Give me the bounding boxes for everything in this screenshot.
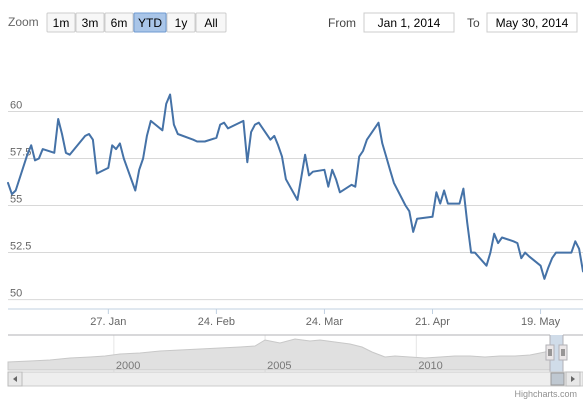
to-date-input[interactable]: May 30, 2014 <box>486 12 578 33</box>
navigator-handle-right[interactable] <box>558 344 568 361</box>
x-tick-label: 21. Apr <box>415 316 450 328</box>
to-date-value: May 30, 2014 <box>496 16 569 30</box>
scrollbar-track[interactable] <box>7 371 583 387</box>
from-date-input[interactable]: Jan 1, 2014 <box>363 12 455 33</box>
x-tick-label: 19. May <box>521 316 561 328</box>
range-button-label: 6m <box>111 16 128 30</box>
from-date-value: Jan 1, 2014 <box>378 16 441 30</box>
scrollbar-thumb[interactable] <box>550 372 565 386</box>
to-label: To <box>467 16 480 30</box>
from-label: From <box>328 16 356 30</box>
range-selector: Zoom 1m 3m 6m YTD 1y All From Jan 1, 2 <box>8 12 578 33</box>
x-axis-labels: 27. Jan 24. Feb 24. Mar 21. Apr 19. May <box>90 316 560 328</box>
navigator-tick-label: 2010 <box>418 360 442 372</box>
scroll-left-button[interactable] <box>7 371 23 387</box>
range-button-3m[interactable]: 3m <box>75 12 105 33</box>
arrow-right-icon <box>571 376 575 382</box>
range-button-all[interactable]: All <box>195 12 227 33</box>
range-button-1y[interactable]: 1y <box>166 12 196 33</box>
navigator-tick-label: 2005 <box>267 360 291 372</box>
zoom-label: Zoom <box>8 15 39 29</box>
navigator-series-area <box>7 338 551 371</box>
scrollbar <box>7 371 583 387</box>
range-button-label: 1y <box>175 16 188 30</box>
range-button-ytd[interactable]: YTD <box>133 12 167 33</box>
range-button-label: 1m <box>53 16 70 30</box>
y-tick-label: 60 <box>10 99 22 111</box>
x-tick-label: 24. Feb <box>198 316 235 328</box>
arrow-left-icon <box>13 376 17 382</box>
navigator-tick-label: 2000 <box>116 360 140 372</box>
navigator-selection[interactable] <box>550 335 563 372</box>
credits-text[interactable]: Highcharts.com <box>514 389 577 399</box>
y-tick-label: 52.5 <box>10 241 31 253</box>
range-button-label: All <box>204 16 217 30</box>
scroll-right-button[interactable] <box>565 371 581 387</box>
x-axis-ticks <box>107 309 542 314</box>
navigator: 2000 2005 2010 <box>7 334 583 372</box>
x-tick-label: 27. Jan <box>90 316 126 328</box>
navigator-handle-left[interactable] <box>545 344 555 361</box>
range-button-label: YTD <box>138 16 162 30</box>
range-button-1m[interactable]: 1m <box>46 12 76 33</box>
range-button-label: 3m <box>82 16 99 30</box>
y-tick-label: 55 <box>10 194 22 206</box>
range-button-6m[interactable]: 6m <box>104 12 134 33</box>
price-series-line[interactable] <box>7 93 583 280</box>
y-grid <box>8 110 583 301</box>
y-tick-label: 50 <box>10 288 22 300</box>
x-tick-label: 24. Mar <box>306 316 344 328</box>
navigator-labels: 2000 2005 2010 <box>116 360 443 372</box>
